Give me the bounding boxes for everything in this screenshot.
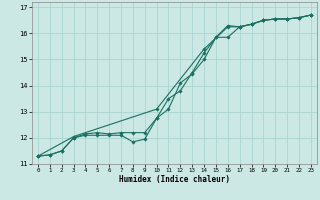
X-axis label: Humidex (Indice chaleur): Humidex (Indice chaleur) bbox=[119, 175, 230, 184]
